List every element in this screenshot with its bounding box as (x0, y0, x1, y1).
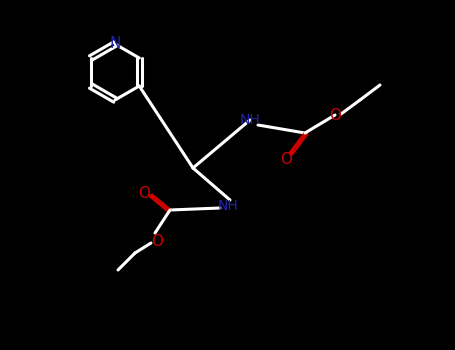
Text: O: O (329, 107, 341, 122)
Text: N: N (109, 36, 121, 51)
Text: O: O (151, 234, 163, 250)
Text: NH: NH (240, 113, 260, 127)
Text: O: O (280, 153, 292, 168)
Text: O: O (138, 186, 150, 201)
Text: NH: NH (217, 199, 238, 213)
